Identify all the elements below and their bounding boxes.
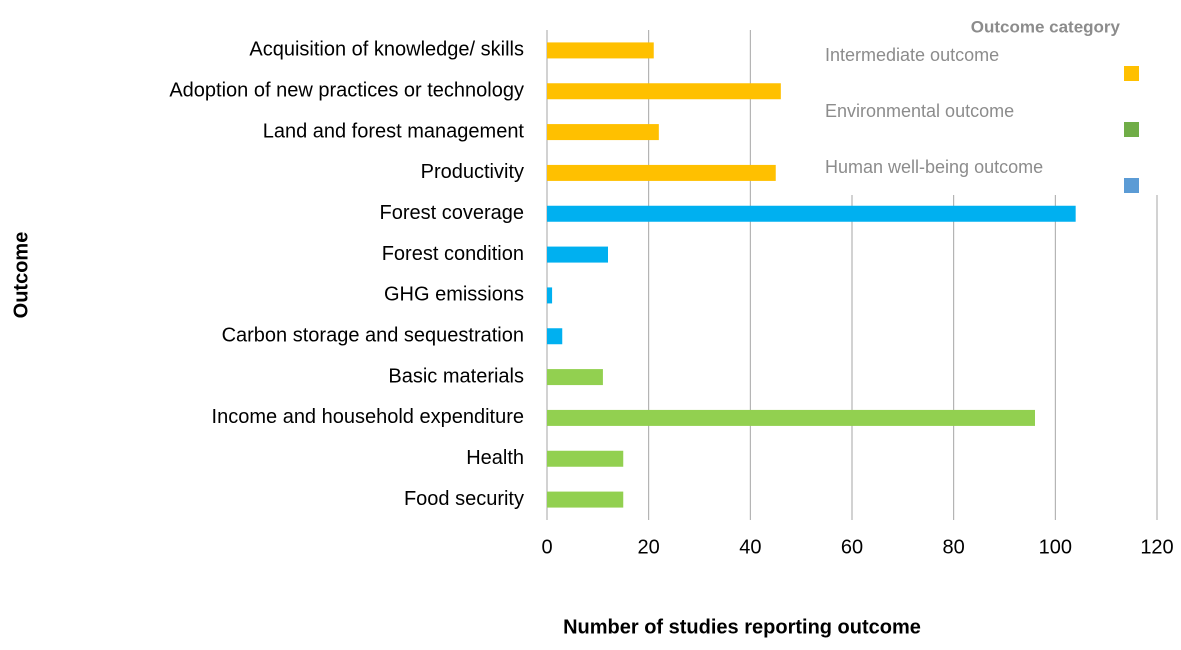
bar bbox=[547, 83, 781, 100]
legend-label: Human well-being outcome bbox=[825, 157, 1043, 177]
legend-label: Intermediate outcome bbox=[825, 45, 999, 65]
bar bbox=[547, 409, 1035, 426]
x-tick-label: 60 bbox=[841, 536, 863, 558]
y-tick-label: Acquisition of knowledge/ skills bbox=[249, 39, 524, 61]
legend-swatch bbox=[1124, 178, 1139, 193]
bar bbox=[547, 287, 553, 304]
y-tick-label: Productivity bbox=[421, 161, 524, 183]
bar bbox=[547, 42, 654, 59]
x-tick-label: 0 bbox=[541, 536, 552, 558]
y-tick-label: Basic materials bbox=[388, 365, 524, 387]
x-tick-label: 80 bbox=[943, 536, 965, 558]
x-tick-label: 20 bbox=[638, 536, 660, 558]
y-tick-label: Land and forest management bbox=[263, 120, 525, 142]
x-tick-label: 100 bbox=[1039, 536, 1072, 558]
bar bbox=[547, 491, 624, 508]
y-tick-label: Carbon storage and sequestration bbox=[222, 325, 524, 347]
legend-box bbox=[815, 0, 1160, 195]
y-tick-label: Adoption of new practices or technology bbox=[169, 80, 524, 102]
legend-swatch bbox=[1124, 122, 1139, 137]
x-axis-title: Number of studies reporting outcome bbox=[563, 616, 921, 638]
legend-title: Outcome category bbox=[971, 17, 1121, 36]
y-tick-label: Income and household expenditure bbox=[212, 406, 524, 428]
bar bbox=[547, 450, 624, 467]
bar bbox=[547, 369, 603, 386]
bar bbox=[547, 124, 659, 141]
y-tick-label: GHG emissions bbox=[384, 284, 524, 306]
y-tick-label: Forest coverage bbox=[379, 202, 524, 224]
legend-label: Environmental outcome bbox=[825, 101, 1014, 121]
bar bbox=[547, 246, 608, 263]
y-tick-label: Health bbox=[466, 447, 524, 469]
bar bbox=[547, 328, 563, 345]
x-tick-label: 40 bbox=[739, 536, 761, 558]
bar bbox=[547, 164, 776, 181]
x-tick-label: 120 bbox=[1140, 536, 1173, 558]
y-tick-label: Food security bbox=[404, 488, 524, 510]
y-tick-label: Forest condition bbox=[382, 243, 524, 265]
legend-swatch bbox=[1124, 66, 1139, 81]
y-axis-title: Outcome bbox=[10, 232, 32, 319]
bar bbox=[547, 205, 1076, 222]
